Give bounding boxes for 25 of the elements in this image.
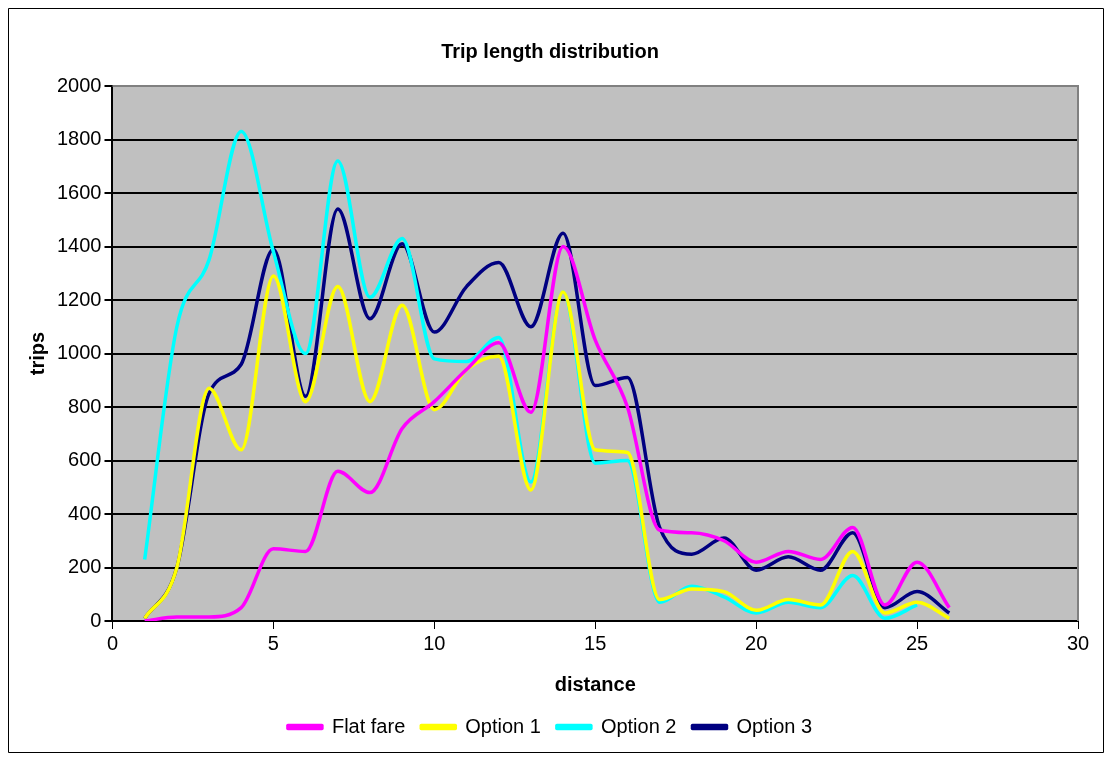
x-tick-label: 25 bbox=[905, 631, 929, 654]
legend-label: Flat fare bbox=[331, 714, 406, 737]
x-tick-label: 0 bbox=[106, 631, 119, 654]
x-axis-title: distance bbox=[554, 672, 636, 695]
x-tick-label: 10 bbox=[423, 631, 446, 654]
y-axis-title: trips bbox=[25, 331, 48, 376]
y-tick-label: 1200 bbox=[56, 287, 102, 310]
legend-label: Option 1 bbox=[465, 714, 541, 737]
x-tick-label: 30 bbox=[1066, 631, 1090, 654]
y-tick-label: 600 bbox=[68, 448, 102, 471]
y-tick-label: 1800 bbox=[56, 127, 102, 150]
y-tick-label: 1000 bbox=[56, 341, 102, 364]
legend-label: Option 3 bbox=[736, 714, 813, 737]
x-tick-label: 5 bbox=[267, 631, 279, 654]
x-tick-label: 15 bbox=[584, 631, 607, 654]
y-tick-label: 800 bbox=[68, 394, 102, 417]
y-tick-label: 2000 bbox=[56, 73, 102, 96]
y-tick-label: 1600 bbox=[56, 180, 102, 203]
y-tick-label: 400 bbox=[68, 501, 102, 524]
y-tick-label: 1400 bbox=[56, 234, 102, 257]
chart-title: Trip length distribution bbox=[441, 39, 659, 62]
y-tick-label: 0 bbox=[90, 608, 102, 631]
x-tick-label: 20 bbox=[745, 631, 768, 654]
y-tick-label: 200 bbox=[68, 555, 102, 578]
legend-label: Option 2 bbox=[600, 714, 677, 737]
